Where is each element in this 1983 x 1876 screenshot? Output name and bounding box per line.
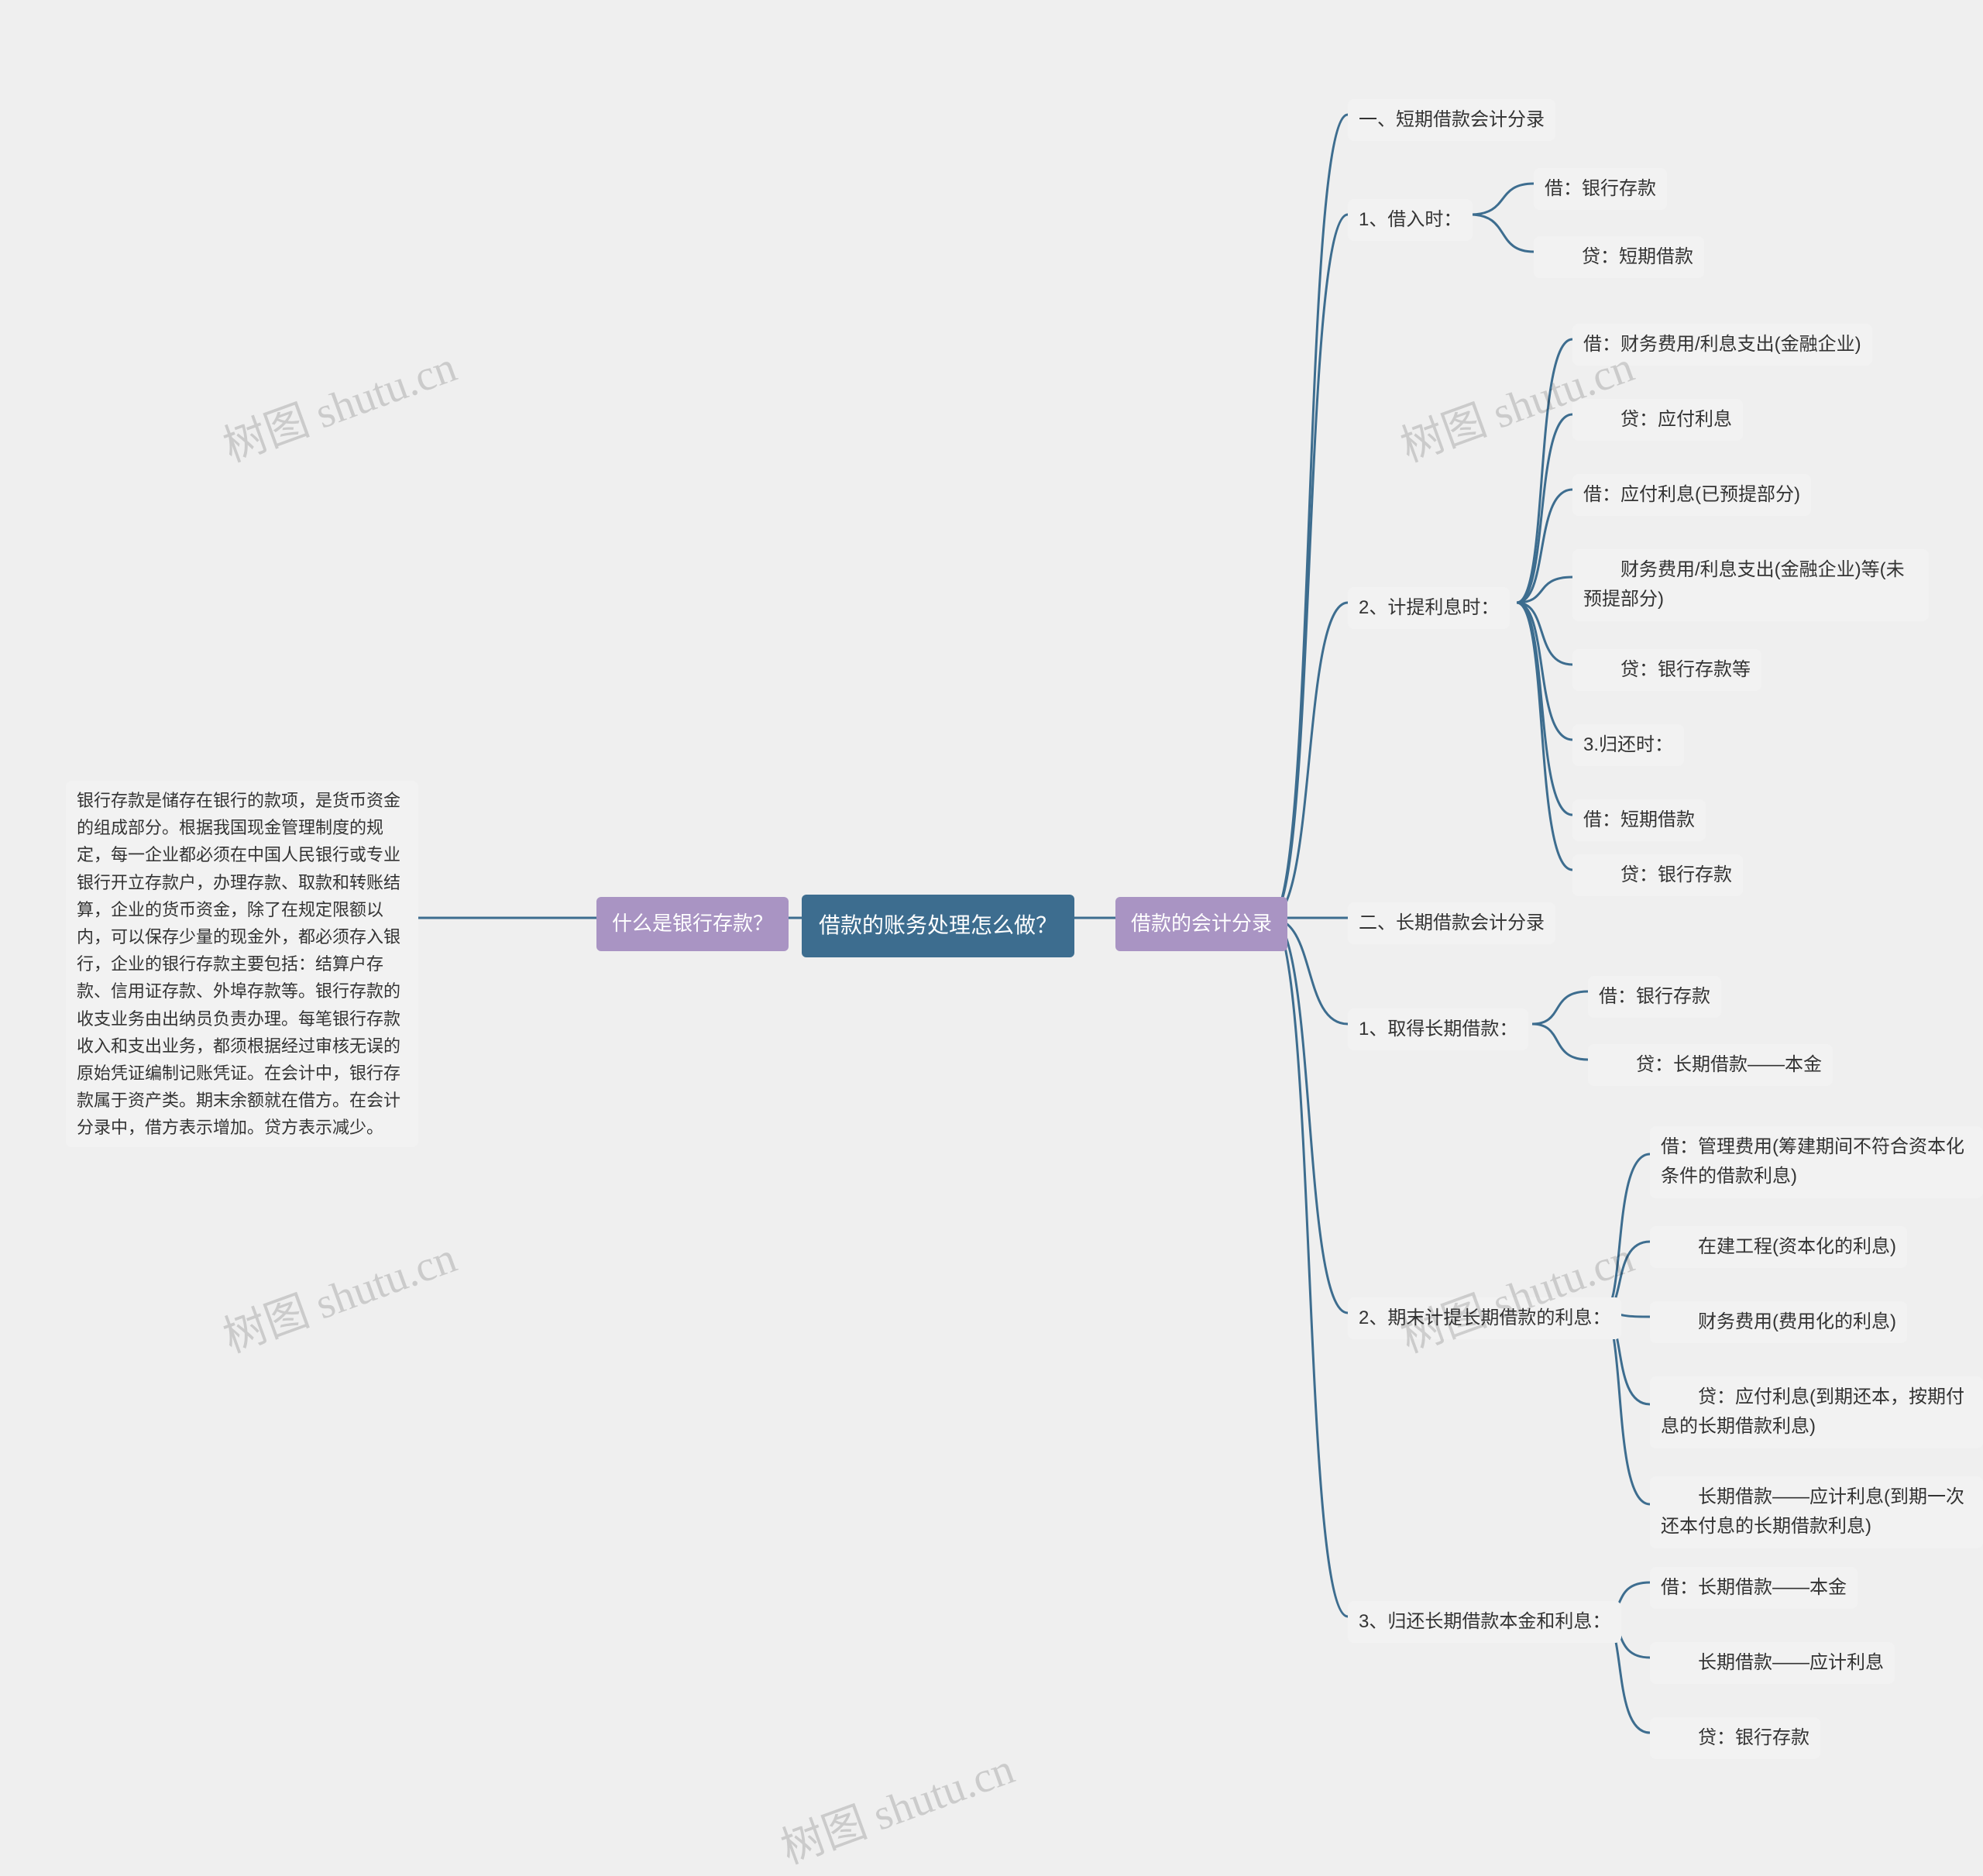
s2-1-node: 1、取得长期借款：	[1348, 1008, 1528, 1050]
watermark: 树图 shutu.cn	[214, 1223, 464, 1366]
s2-title-node: 二、长期借款会计分录	[1348, 902, 1555, 944]
s2-1-a: 借：银行存款	[1588, 976, 1721, 1018]
s2-2-c: 财务费用(费用化的利息)	[1650, 1301, 1907, 1343]
s1-2-g: 借：短期借款	[1572, 799, 1706, 841]
s2-2-e: 长期借款——应计利息(到期一次还本付息的长期借款利息)	[1650, 1476, 1983, 1548]
s1-2-b: 贷：应付利息	[1572, 399, 1743, 441]
s1-2-node: 2、计提利息时：	[1348, 587, 1510, 629]
watermark: 树图 shutu.cn	[772, 1734, 1022, 1876]
s2-3-c: 贷：银行存款	[1650, 1717, 1820, 1759]
s1-title-node: 一、短期借款会计分录	[1348, 99, 1555, 141]
watermark: 树图 shutu.cn	[1391, 1223, 1641, 1366]
root-node[interactable]: 借款的账务处理怎么做？	[802, 895, 1074, 957]
right-l1-node[interactable]: 借款的会计分录	[1115, 897, 1287, 951]
s2-2-node: 2、期末计提长期借款的利息：	[1348, 1297, 1621, 1339]
s2-3-node: 3、归还长期借款本金和利息：	[1348, 1601, 1621, 1643]
s1-2-e: 贷：银行存款等	[1572, 649, 1761, 691]
s2-2-d: 贷：应付利息(到期还本，按期付息的长期借款利息)	[1650, 1376, 1983, 1448]
mindmap-canvas: 借款的账务处理怎么做？ 什么是银行存款？ 银行存款是储存在银行的款项，是货币资金…	[0, 0, 1983, 1849]
s1-1-a: 借：银行存款	[1534, 168, 1667, 210]
s2-1-b: 贷：长期借款——本金	[1588, 1044, 1833, 1086]
left-desc-node: 银行存款是储存在银行的款项，是货币资金的组成部分。根据我国现金管理制度的规定，每…	[66, 781, 418, 1147]
s1-2-c: 借：应付利息(已预提部分)	[1572, 474, 1811, 516]
s2-3-b: 长期借款——应计利息	[1650, 1642, 1895, 1684]
watermark: 树图 shutu.cn	[214, 332, 464, 475]
s2-2-a: 借：管理费用(筹建期间不符合资本化条件的借款利息)	[1650, 1126, 1983, 1198]
s2-3-a: 借：长期借款——本金	[1650, 1567, 1858, 1609]
s1-2-d: 财务费用/利息支出(金融企业)等(未预提部分)	[1572, 549, 1929, 621]
s1-1-b: 贷：短期借款	[1534, 236, 1704, 278]
s1-2-f: 3.归还时：	[1572, 724, 1684, 766]
left-l1-node[interactable]: 什么是银行存款？	[596, 897, 789, 951]
s1-1-node: 1、借入时：	[1348, 199, 1473, 241]
s2-2-b: 在建工程(资本化的利息)	[1650, 1226, 1907, 1268]
s1-2-h: 贷：银行存款	[1572, 854, 1743, 896]
s1-2-a: 借：财务费用/利息支出(金融企业)	[1572, 324, 1872, 366]
